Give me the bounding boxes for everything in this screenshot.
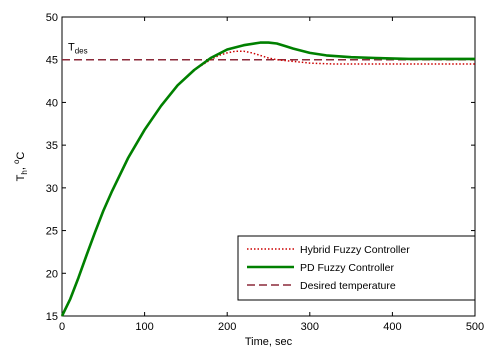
legend-label-2: Desired temperature xyxy=(300,280,396,292)
legend: Hybrid Fuzzy Controller PD Fuzzy Controll… xyxy=(237,235,476,301)
x-tick-label: 0 xyxy=(59,321,65,333)
legend-label-1: PD Fuzzy Controller xyxy=(300,262,394,274)
x-tick-label: 400 xyxy=(383,321,401,333)
y-tick-label: 40 xyxy=(46,97,58,109)
axis-ticks: 0 100 200 300 400 500 15 20 25 30 35 40 45 50 xyxy=(46,12,484,333)
x-tick-label: 300 xyxy=(301,321,319,333)
y-tick-label: 45 xyxy=(46,55,58,67)
y-tick-label: 30 xyxy=(46,183,58,195)
y-axis-label: Th, oC xyxy=(12,152,29,182)
y-tick-label: 50 xyxy=(46,12,58,24)
y-tick-label: 25 xyxy=(46,226,58,238)
x-axis-label: Time, sec xyxy=(245,336,293,348)
x-tick-label: 500 xyxy=(466,321,484,333)
y-tick-label: 20 xyxy=(46,268,58,280)
legend-label-0: Hybrid Fuzzy Controller xyxy=(300,244,410,256)
series-line-1 xyxy=(60,41,475,317)
y-tick-label: 35 xyxy=(46,140,58,152)
x-tick-label: 100 xyxy=(135,321,153,333)
x-tick-label: 200 xyxy=(218,321,236,333)
series-layer xyxy=(60,41,475,317)
y-tick-label: 15 xyxy=(46,311,58,323)
desired-temperature-annotation: Tdes xyxy=(68,42,88,56)
